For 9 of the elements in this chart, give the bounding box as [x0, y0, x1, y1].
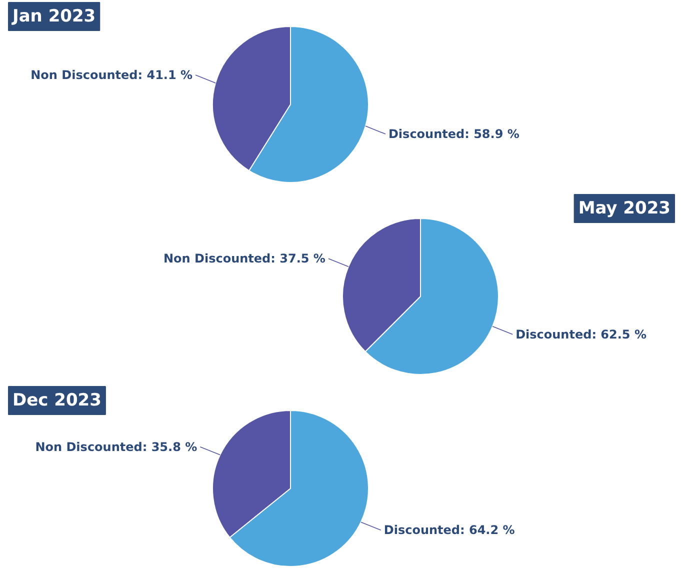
chart-title: Dec 2023	[12, 390, 102, 410]
slice-label: Discounted: 58.9 %	[388, 127, 520, 142]
slice-label: Discounted: 62.5 %	[516, 327, 646, 342]
slice-label: Discounted: 64.2 %	[384, 523, 515, 538]
slice-label: Non Discounted: 37.5 %	[164, 252, 326, 266]
chart-title: Jan 2023	[12, 6, 96, 26]
chart-title: May 2023	[578, 198, 671, 218]
slice-label: Non Discounted: 41.1 %	[30, 68, 193, 82]
slice-label: Non Discounted: 35.8 %	[35, 440, 198, 454]
